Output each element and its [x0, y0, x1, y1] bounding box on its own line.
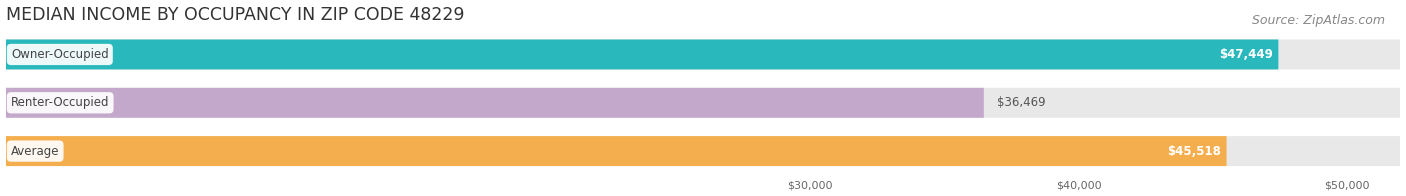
Text: Average: Average	[11, 145, 59, 158]
FancyBboxPatch shape	[6, 88, 1400, 118]
FancyBboxPatch shape	[6, 39, 1278, 69]
Text: $36,469: $36,469	[997, 96, 1046, 109]
Text: Renter-Occupied: Renter-Occupied	[11, 96, 110, 109]
FancyBboxPatch shape	[6, 136, 1400, 166]
FancyBboxPatch shape	[6, 88, 984, 118]
Text: Source: ZipAtlas.com: Source: ZipAtlas.com	[1251, 14, 1385, 27]
Text: $45,518: $45,518	[1167, 145, 1222, 158]
FancyBboxPatch shape	[6, 39, 1400, 69]
FancyBboxPatch shape	[6, 136, 1226, 166]
Text: $47,449: $47,449	[1219, 48, 1272, 61]
Text: MEDIAN INCOME BY OCCUPANCY IN ZIP CODE 48229: MEDIAN INCOME BY OCCUPANCY IN ZIP CODE 4…	[6, 5, 464, 24]
Text: Owner-Occupied: Owner-Occupied	[11, 48, 108, 61]
